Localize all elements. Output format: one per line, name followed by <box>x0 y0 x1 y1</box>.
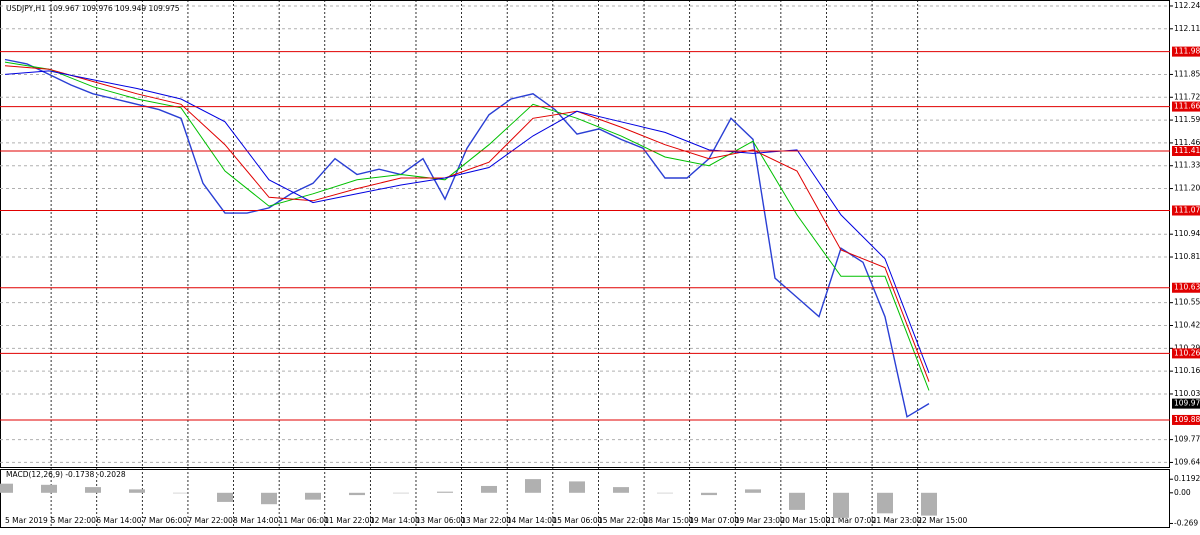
macd-bar <box>41 484 57 493</box>
level-tag <box>1172 101 1200 112</box>
macd-bar <box>0 483 13 493</box>
level-label: 109.882 <box>1174 415 1200 424</box>
macd-bar <box>877 492 893 514</box>
x-tick-label: 15 Mar 22:00 <box>598 516 648 525</box>
x-tick-label: 14 Mar 14:00 <box>507 516 557 525</box>
macd-tick-label: 0.00 <box>1174 488 1191 497</box>
macd-bar <box>129 489 145 493</box>
macd-bar <box>657 492 673 494</box>
current-price-tag <box>1172 398 1200 409</box>
macd-bar <box>613 487 629 493</box>
macd-bar <box>305 492 321 500</box>
y-tick-label: 111.460 <box>1174 138 1200 147</box>
x-tick-label: 19 Mar 07:00 <box>689 516 739 525</box>
macd-tick-label: 0.1192 <box>1174 474 1200 483</box>
x-tick-label: 7 Mar 06:00 <box>142 516 188 525</box>
macd-bar <box>217 492 233 502</box>
macd-bar <box>789 492 805 510</box>
x-tick-label: 20 Mar 15:00 <box>780 516 830 525</box>
level-tag <box>1172 348 1200 359</box>
y-tick-label: 110.550 <box>1174 298 1200 307</box>
x-tick-label: 18 Mar 15:00 <box>644 516 694 525</box>
y-tick-label: 110.030 <box>1174 389 1200 398</box>
macd-bar <box>833 492 849 518</box>
level-label: 111.667 <box>1174 102 1200 111</box>
macd-bar <box>921 492 937 516</box>
x-tick-label: 12 Mar 14:00 <box>370 516 420 525</box>
x-tick-label: 7 Mar 22:00 <box>187 516 233 525</box>
y-tick-label: 109.770 <box>1174 435 1200 444</box>
y-tick-label: 111.330 <box>1174 161 1200 170</box>
level-label: 111.414 <box>1174 146 1200 155</box>
y-tick-label: 110.160 <box>1174 366 1200 375</box>
y-tick-label: 110.810 <box>1174 252 1200 261</box>
x-tick-label: 8 Mar 14:00 <box>233 516 279 525</box>
macd-bar <box>85 487 101 493</box>
price-line <box>4 65 930 382</box>
level-label: 110.261 <box>1174 348 1200 357</box>
macd-frame <box>0 469 1170 528</box>
chart-title: USDJPY,H1 109.967 109.976 109.949 109.97… <box>6 4 180 13</box>
macd-bar <box>745 489 761 493</box>
y-tick-label: 111.200 <box>1174 184 1200 193</box>
x-tick-label: 15 Mar 06:00 <box>552 516 602 525</box>
x-tick-label: 13 Mar 22:00 <box>461 516 511 525</box>
macd-bar <box>349 492 365 496</box>
price-line <box>4 58 930 418</box>
macd-bar <box>437 491 453 493</box>
macd-bar <box>525 479 541 493</box>
x-tick-label: 6 Mar 14:00 <box>96 516 142 525</box>
x-tick-label: 22 Mar 15:00 <box>917 516 967 525</box>
price-line <box>4 70 930 374</box>
x-tick-label: 5 Mar 2019 <box>5 516 48 525</box>
y-tick-label: 110.940 <box>1174 229 1200 238</box>
macd-bar <box>569 481 585 493</box>
x-tick-label: 21 Mar 07:00 <box>826 516 876 525</box>
macd-title: MACD(12,26,9) -0.1738 -0.2028 <box>6 470 126 479</box>
y-tick-label: 110.290 <box>1174 343 1200 352</box>
level-label: 111.980 <box>1174 47 1200 56</box>
y-tick-label: 111.720 <box>1174 92 1200 101</box>
x-tick-label: 13 Mar 06:00 <box>415 516 465 525</box>
level-tag <box>1172 205 1200 216</box>
x-tick-label: 5 Mar 22:00 <box>51 516 97 525</box>
y-tick-label: 111.850 <box>1174 69 1200 78</box>
macd-tick-label: -0.269 <box>1174 518 1198 527</box>
y-tick-label: 111.590 <box>1174 115 1200 124</box>
level-label: 111.075 <box>1174 206 1200 215</box>
x-tick-label: 19 Mar 23:00 <box>735 516 785 525</box>
level-label: 110.635 <box>1174 283 1200 292</box>
y-tick-label: 112.110 <box>1174 24 1200 33</box>
price-line <box>4 61 930 391</box>
current-price-label: 109.975 <box>1174 399 1200 408</box>
macd-bar <box>173 492 189 494</box>
x-tick-label: 11 Mar 22:00 <box>324 516 374 525</box>
macd-bar <box>701 492 717 496</box>
level-tag <box>1172 46 1200 57</box>
level-tag <box>1172 145 1200 156</box>
x-tick-label: 21 Mar 23:00 <box>872 516 922 525</box>
y-tick-label: 109.640 <box>1174 457 1200 466</box>
x-tick-label: 11 Mar 06:00 <box>279 516 329 525</box>
level-tag <box>1172 414 1200 425</box>
level-tag <box>1172 282 1200 293</box>
macd-bar <box>481 485 497 493</box>
macd-bar <box>261 492 277 505</box>
y-tick-label: 110.420 <box>1174 320 1200 329</box>
y-tick-label: 112.240 <box>1174 1 1200 10</box>
macd-bar <box>393 492 409 494</box>
